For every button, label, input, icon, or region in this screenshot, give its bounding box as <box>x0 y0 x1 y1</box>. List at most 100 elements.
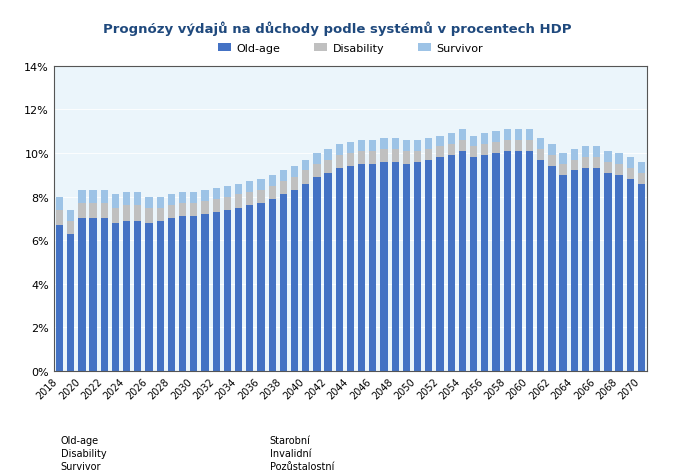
Bar <box>291 167 298 178</box>
Bar <box>448 134 455 145</box>
Bar <box>358 151 365 165</box>
Bar <box>537 139 545 149</box>
Bar <box>112 208 119 223</box>
Bar <box>67 210 74 221</box>
Bar <box>168 195 175 206</box>
Bar <box>559 176 567 371</box>
Bar <box>224 197 231 210</box>
Bar <box>90 204 97 219</box>
Bar <box>638 184 645 371</box>
Bar <box>436 147 443 158</box>
Bar <box>582 147 589 158</box>
Bar <box>56 197 63 210</box>
Bar <box>212 212 220 371</box>
Bar <box>403 165 410 371</box>
Bar <box>526 151 533 371</box>
Bar <box>112 223 119 371</box>
Bar <box>190 217 197 371</box>
Bar <box>459 151 466 371</box>
Bar <box>257 180 265 191</box>
Bar <box>168 219 175 371</box>
Bar <box>392 149 399 162</box>
Bar <box>515 140 522 151</box>
Legend: Old-age, Disability, Survivor: Old-age, Disability, Survivor <box>214 40 487 57</box>
Bar <box>246 182 253 193</box>
Bar <box>78 219 86 371</box>
Bar <box>78 204 86 219</box>
Bar <box>179 217 186 371</box>
Bar <box>470 136 477 147</box>
Bar <box>246 206 253 371</box>
Bar <box>202 191 209 201</box>
Bar <box>380 149 388 162</box>
Bar <box>425 149 433 160</box>
Bar <box>369 165 377 371</box>
Bar <box>313 165 321 178</box>
Bar <box>470 147 477 158</box>
Bar <box>425 160 433 371</box>
Bar <box>548 145 555 156</box>
Bar <box>392 162 399 371</box>
Bar <box>257 204 265 371</box>
Bar <box>313 178 321 371</box>
Bar <box>503 130 511 140</box>
Bar <box>627 169 634 180</box>
Bar <box>156 208 164 221</box>
Bar <box>235 184 242 195</box>
Bar <box>414 151 421 162</box>
Bar <box>515 151 522 371</box>
Bar <box>90 191 97 204</box>
Bar <box>156 197 164 208</box>
Bar <box>134 221 142 371</box>
Bar <box>291 178 298 191</box>
Bar <box>280 195 287 371</box>
Bar <box>146 223 153 371</box>
Bar <box>503 151 511 371</box>
Bar <box>202 201 209 215</box>
Bar <box>347 154 354 167</box>
Bar <box>559 165 567 176</box>
Bar <box>481 134 489 145</box>
Bar <box>548 167 555 371</box>
Text: Prognózy výdajů na důchody podle systémů v procentech HDP: Prognózy výdajů na důchody podle systémů… <box>102 21 572 36</box>
Bar <box>134 206 142 221</box>
Bar <box>78 191 86 204</box>
Bar <box>268 186 276 199</box>
Bar <box>380 139 388 149</box>
Bar <box>582 169 589 371</box>
Bar <box>593 169 601 371</box>
Bar <box>90 219 97 371</box>
Bar <box>280 182 287 195</box>
Bar <box>224 186 231 197</box>
Bar <box>56 226 63 371</box>
Bar <box>190 193 197 204</box>
Bar <box>604 151 611 162</box>
Bar <box>559 154 567 165</box>
Bar <box>280 171 287 182</box>
Bar <box>358 140 365 151</box>
Bar <box>492 132 499 143</box>
Bar <box>481 156 489 371</box>
Bar <box>571 149 578 160</box>
Bar <box>537 149 545 160</box>
Bar <box>313 154 321 165</box>
Bar <box>380 162 388 371</box>
Bar <box>403 151 410 165</box>
Text: Old-age
Disability
Survivor: Old-age Disability Survivor <box>61 435 106 471</box>
Bar <box>268 199 276 371</box>
Bar <box>638 162 645 173</box>
Bar <box>235 208 242 371</box>
Bar <box>503 140 511 151</box>
Bar <box>257 191 265 204</box>
Bar <box>492 143 499 154</box>
Text: Starobní
Invalidní
Pozůstalostní: Starobní Invalidní Pozůstalostní <box>270 435 334 471</box>
Bar <box>436 136 443 147</box>
Bar <box>615 165 623 176</box>
Bar <box>324 173 332 371</box>
Bar <box>369 151 377 165</box>
Bar <box>448 145 455 156</box>
Bar <box>347 167 354 371</box>
Bar <box>369 140 377 151</box>
Bar <box>459 130 466 140</box>
Bar <box>638 173 645 184</box>
